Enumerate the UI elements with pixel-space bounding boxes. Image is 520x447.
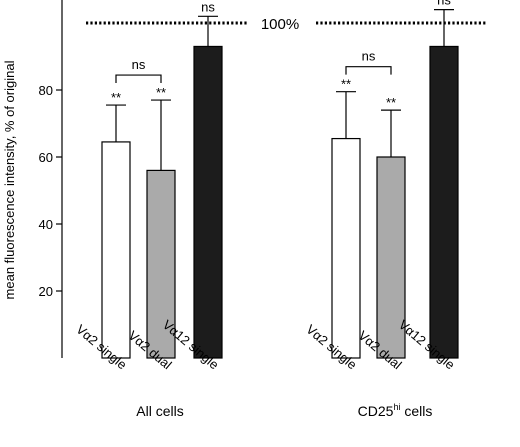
- significance-label: **: [156, 85, 166, 100]
- y-tick-label: 60: [39, 150, 53, 165]
- significance-label: ns: [437, 0, 451, 8]
- y-axis-label: mean fluorescence intensity, % of origin…: [2, 60, 17, 299]
- group-label-cd25-text: CD25: [358, 403, 394, 419]
- y-tick-label: 20: [39, 284, 53, 299]
- bracket-label: ns: [132, 57, 146, 72]
- group-label-cd25hi-cells: CD25hi cells: [358, 402, 433, 419]
- significance-bracket: [345, 66, 392, 75]
- significance-bracket: [115, 74, 162, 84]
- y-axis: 20 40 60 80: [39, 0, 63, 358]
- significance-label: **: [111, 90, 121, 105]
- significance-label: **: [386, 95, 396, 110]
- reference-line-label: 100%: [261, 16, 299, 33]
- y-tick-label: 80: [39, 83, 53, 98]
- reference-line-group: 100%: [86, 16, 486, 33]
- bracket-label: ns: [362, 49, 376, 64]
- group-label-hi-superscript: hi: [393, 402, 400, 412]
- bar-vα12-single: [429, 45, 459, 359]
- bar-vα2-dual: [146, 169, 176, 359]
- significance-label: ns: [201, 0, 215, 14]
- bar-vα2-single: [101, 141, 131, 359]
- bar-vα2-dual: [376, 156, 406, 359]
- bar-vα12-single: [193, 45, 223, 359]
- bars-group: [101, 8, 459, 359]
- significance-label: **: [341, 77, 351, 92]
- y-tick-label: 40: [39, 217, 53, 232]
- group-label-cells-text: cells: [400, 403, 432, 419]
- group-label-all-cells: All cells: [136, 403, 183, 419]
- bar-vα2-single: [331, 137, 361, 359]
